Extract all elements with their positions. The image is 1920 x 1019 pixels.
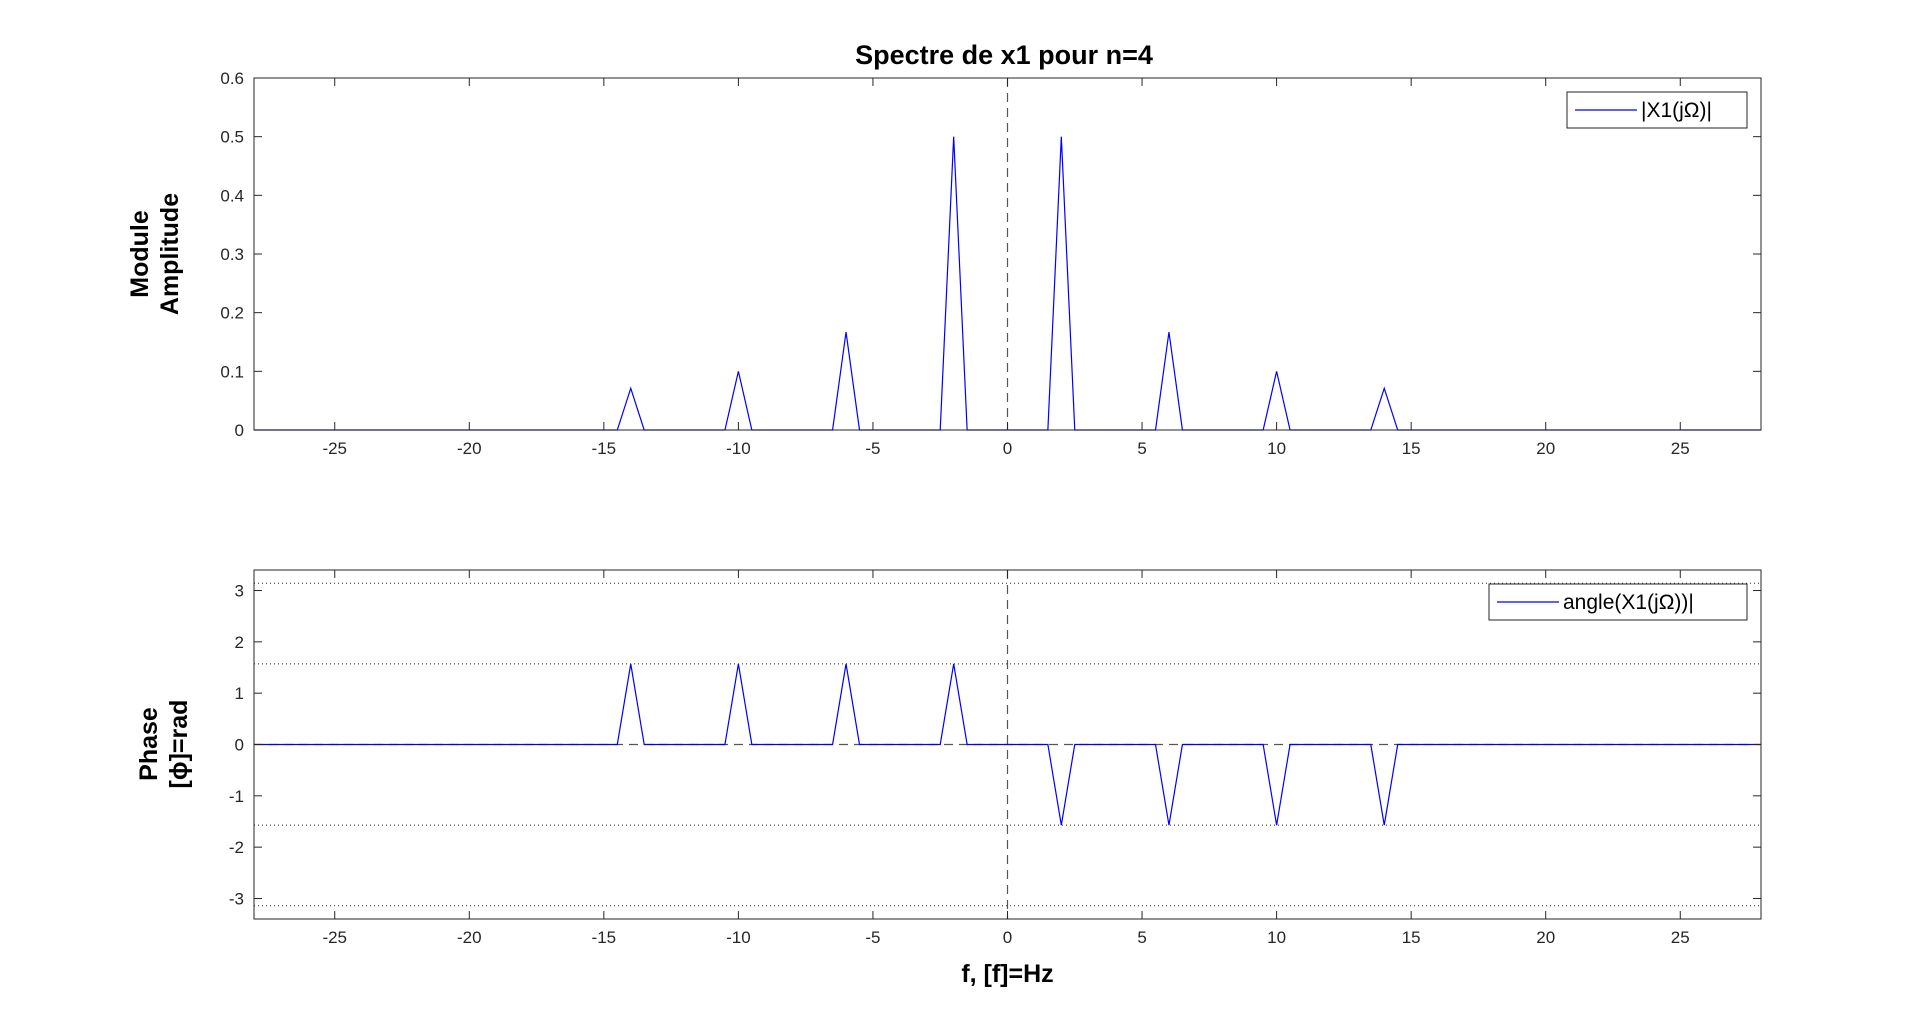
module-plot: -25 -20 -15 -10 -5 0 5 10 15 20 25 0 0.1 0.2 0.3 0.4 0.5… <box>126 69 1762 458</box>
y-tick-label: -3 <box>229 889 244 908</box>
y-tick-label: -1 <box>229 787 244 806</box>
y-tick-label: 0 <box>235 421 244 440</box>
y-axis-label: Phase[ϕ]=rad <box>135 700 193 789</box>
y-tick-label: 1 <box>235 684 244 703</box>
legend-label: |X1(jΩ)| <box>1641 99 1712 122</box>
x-tick-label: 20 <box>1536 439 1555 458</box>
legend: |X1(jΩ)| <box>1566 91 1748 129</box>
y-tick-label: 0 <box>235 736 244 755</box>
y-axis-label-line: Phase <box>135 707 163 781</box>
x-tick-label: -10 <box>726 928 751 947</box>
x-tick-label: 10 <box>1267 928 1286 947</box>
x-tick-label: 0 <box>1003 928 1012 947</box>
phase-plot: -25 -20 -15 -10 -5 0 5 10 15 20 25-3-2-10123Phase[… <box>135 569 1762 988</box>
y-tick-label: 0.6 <box>220 69 244 88</box>
x-tick-label: -15 <box>592 928 617 947</box>
x-tick-label: -5 <box>865 928 880 947</box>
x-tick-label: 15 <box>1402 928 1421 947</box>
y-axis-label-line: Amplitude <box>156 193 184 315</box>
x-tick-label: 25 <box>1671 928 1690 947</box>
x-tick-label: -25 <box>322 928 347 947</box>
legend: angle(X1(jΩ))| <box>1488 583 1748 621</box>
y-axis-label: ModuleAmplitude <box>126 193 184 315</box>
x-tick-label: 5 <box>1137 439 1146 458</box>
y-tick-label: 3 <box>235 582 244 601</box>
x-tick-label: 0 <box>1003 439 1012 458</box>
x-tick-label: -25 <box>322 439 347 458</box>
x-tick-label: 15 <box>1402 439 1421 458</box>
x-tick-label: 20 <box>1536 928 1555 947</box>
x-axis-label: f, [f]=Hz <box>961 960 1053 988</box>
y-tick-label: 0.5 <box>220 128 244 147</box>
y-tick-label: 0.3 <box>220 245 244 264</box>
y-tick-label: 0.2 <box>220 304 244 323</box>
y-tick-label: 0.4 <box>220 186 244 205</box>
x-tick-label: 25 <box>1671 439 1690 458</box>
y-tick-label: 2 <box>235 633 244 652</box>
x-tick-label: -20 <box>457 439 482 458</box>
x-tick-label: 5 <box>1137 928 1146 947</box>
x-tick-label: 10 <box>1267 439 1286 458</box>
x-tick-label: -15 <box>592 439 617 458</box>
y-tick-label: 0.1 <box>220 362 244 381</box>
legend-label: angle(X1(jΩ))| <box>1563 591 1694 614</box>
x-tick-label: -10 <box>726 439 751 458</box>
y-tick-label: -2 <box>229 838 244 857</box>
chart-title: Spectre de x1 pour n=4 <box>855 40 1153 70</box>
x-tick-label: -5 <box>865 439 880 458</box>
y-axis-label-line: Module <box>126 210 154 298</box>
series-line <box>254 663 1761 826</box>
x-tick-label: -20 <box>457 928 482 947</box>
y-axis-label-line: [ϕ]=rad <box>165 700 193 789</box>
